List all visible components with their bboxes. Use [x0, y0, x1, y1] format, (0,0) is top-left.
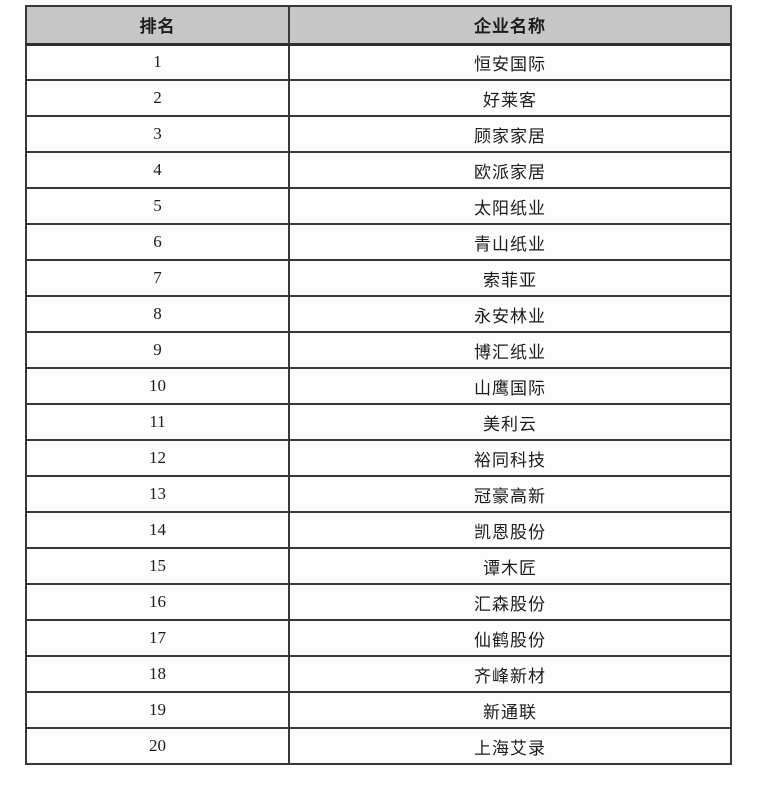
company-name-cell: 凯恩股份: [288, 511, 732, 549]
column-header-rank: 排名: [25, 5, 290, 46]
rank-cell: 13: [25, 475, 290, 513]
company-name-cell: 恒安国际: [288, 43, 732, 81]
rank-cell: 7: [25, 259, 290, 297]
rank-cell: 19: [25, 691, 290, 729]
table-row: 3 顾家家居: [25, 115, 732, 153]
rank-cell: 9: [25, 331, 290, 369]
company-name-cell: 新通联: [288, 691, 732, 729]
rank-cell: 10: [25, 367, 290, 405]
table-row: 20 上海艾录: [25, 727, 732, 765]
table-row: 5 太阳纸业: [25, 187, 732, 225]
rank-cell: 20: [25, 727, 290, 765]
company-name-cell: 裕同科技: [288, 439, 732, 477]
rank-cell: 3: [25, 115, 290, 153]
rank-cell: 15: [25, 547, 290, 585]
table-row: 1 恒安国际: [25, 43, 732, 81]
rank-cell: 11: [25, 403, 290, 441]
table-row: 13 冠豪高新: [25, 475, 732, 513]
company-name-cell: 仙鹤股份: [288, 619, 732, 657]
table-row: 12 裕同科技: [25, 439, 732, 477]
rank-cell: 8: [25, 295, 290, 333]
column-header-company-name: 企业名称: [288, 5, 732, 46]
rank-cell: 18: [25, 655, 290, 693]
rank-cell: 4: [25, 151, 290, 189]
company-name-cell: 顾家家居: [288, 115, 732, 153]
table-row: 2 好莱客: [25, 79, 732, 117]
rank-cell: 2: [25, 79, 290, 117]
company-name-cell: 齐峰新材: [288, 655, 732, 693]
table-row: 6 青山纸业: [25, 223, 732, 261]
table-row: 9 博汇纸业: [25, 331, 732, 369]
company-name-cell: 博汇纸业: [288, 331, 732, 369]
table-row: 4 欧派家居: [25, 151, 732, 189]
table-row: 14 凯恩股份: [25, 511, 732, 549]
company-name-cell: 山鹰国际: [288, 367, 732, 405]
table-row: 15 谭木匠: [25, 547, 732, 585]
rank-cell: 16: [25, 583, 290, 621]
company-name-cell: 美利云: [288, 403, 732, 441]
table-row: 10 山鹰国际: [25, 367, 732, 405]
rank-cell: 5: [25, 187, 290, 225]
table-row: 8 永安林业: [25, 295, 732, 333]
company-name-cell: 永安林业: [288, 295, 732, 333]
rank-cell: 17: [25, 619, 290, 657]
table-header: 排名 企业名称: [25, 5, 732, 46]
rank-cell: 1: [25, 43, 290, 81]
rank-cell: 12: [25, 439, 290, 477]
header-row: 排名 企业名称: [25, 5, 732, 46]
table-row: 19 新通联: [25, 691, 732, 729]
company-name-cell: 太阳纸业: [288, 187, 732, 225]
table-row: 11 美利云: [25, 403, 732, 441]
company-name-cell: 青山纸业: [288, 223, 732, 261]
rank-cell: 14: [25, 511, 290, 549]
company-name-cell: 欧派家居: [288, 151, 732, 189]
table-body: 1 恒安国际 2 好莱客 3 顾家家居 4 欧派家居 5 太阳纸业 6 青山纸业 7 索菲亚 8 永安林业 9 博…: [25, 43, 732, 765]
company-name-cell: 索菲亚: [288, 259, 732, 297]
company-name-cell: 冠豪高新: [288, 475, 732, 513]
table-row: 7 索菲亚: [25, 259, 732, 297]
table-row: 18 齐峰新材: [25, 655, 732, 693]
table-row: 16 汇森股份: [25, 583, 732, 621]
rank-cell: 6: [25, 223, 290, 261]
company-name-cell: 好莱客: [288, 79, 732, 117]
company-name-cell: 上海艾录: [288, 727, 732, 765]
table-row: 17 仙鹤股份: [25, 619, 732, 657]
company-name-cell: 汇森股份: [288, 583, 732, 621]
company-ranking-table: 排名 企业名称 1 恒安国际 2 好莱客 3 顾家家居 4 欧派家居 5 太阳纸业 6 青山纸业 7 索菲…: [25, 5, 732, 765]
company-name-cell: 谭木匠: [288, 547, 732, 585]
